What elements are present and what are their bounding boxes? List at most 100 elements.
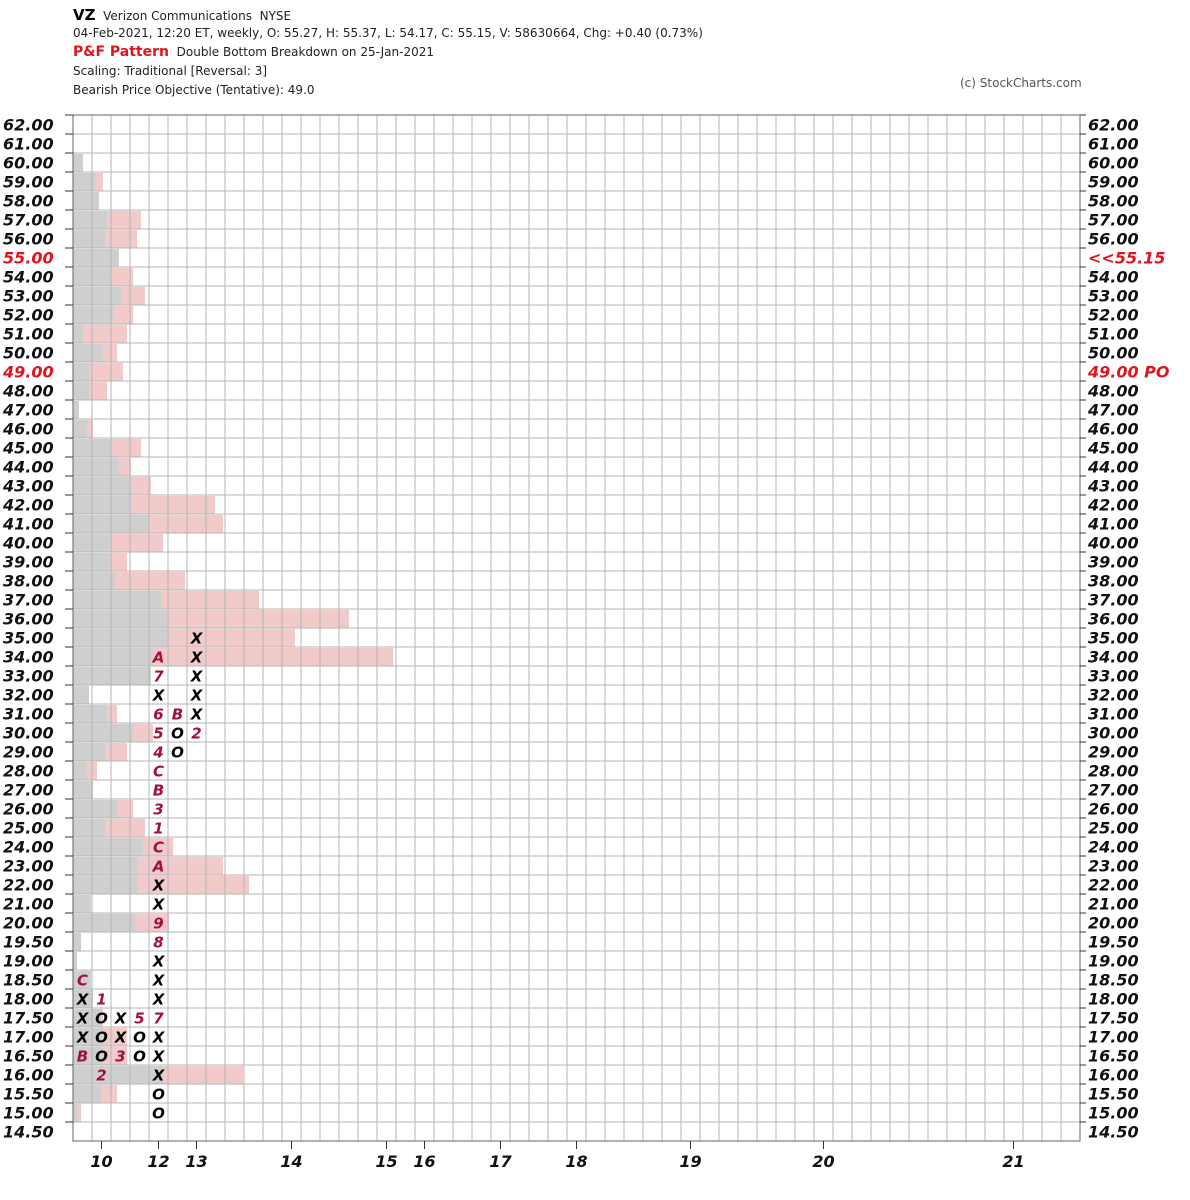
volume-bar-down	[73, 990, 93, 1008]
right-price-label: 29.00	[1088, 743, 1139, 762]
volume-bar-down	[73, 914, 135, 932]
pnf-month-mark: A	[152, 649, 165, 667]
pnf-x-mark: X	[152, 1067, 166, 1085]
volume-bar-down	[73, 325, 83, 343]
volume-bar-down	[73, 401, 79, 419]
volume-bar-down	[73, 534, 109, 552]
right-price-label: 52.00	[1088, 306, 1139, 325]
volume-bar-down	[73, 648, 153, 666]
right-price-label: 19.50	[1088, 933, 1139, 952]
volume-bar-down	[73, 287, 121, 305]
volume-bar-down	[73, 686, 89, 704]
left-price-label: 23.00	[3, 857, 54, 876]
right-price-label: 41.00	[1087, 515, 1139, 534]
pnf-x-mark: X	[190, 706, 204, 724]
right-price-label: 50.00	[1088, 344, 1139, 363]
volume-bar-down	[73, 306, 113, 324]
right-price-label: 60.00	[1088, 154, 1139, 173]
left-price-label: 21.00	[3, 895, 54, 914]
right-price-label: 57.00	[1088, 211, 1139, 230]
volume-bar-down	[73, 363, 89, 381]
right-price-label: 18.50	[1088, 971, 1139, 990]
volume-bar-down	[73, 192, 99, 210]
left-price-label: 55.00	[3, 249, 54, 268]
volume-bar-down	[73, 781, 93, 799]
x-tick-label: 19	[679, 1152, 701, 1171]
right-price-label: 43.00	[1087, 477, 1139, 496]
x-tick-label: 10	[90, 1152, 112, 1171]
right-price-label: 48.00	[1087, 382, 1139, 401]
volume-bar-down	[73, 420, 87, 438]
volume-bar-down	[73, 1028, 103, 1046]
pnf-month-mark: 3	[115, 1048, 125, 1066]
volume-bar-down	[73, 952, 77, 970]
left-price-label: 17.50	[3, 1009, 54, 1028]
pnf-x-mark: X	[114, 1010, 128, 1028]
volume-bar-down	[73, 173, 95, 191]
volume-bar-down	[73, 211, 107, 229]
left-price-label: 22.00	[3, 876, 54, 895]
volume-bar-down	[73, 458, 119, 476]
left-price-label: 58.00	[3, 192, 54, 211]
x-tick-label: 17	[489, 1152, 512, 1171]
pnf-o-mark: O	[95, 1048, 108, 1066]
volume-bar-down	[73, 344, 103, 362]
pnf-month-mark: 1	[96, 991, 106, 1009]
right-price-label: 40.00	[1087, 534, 1139, 553]
pnf-month-mark: 8	[153, 934, 163, 952]
right-price-label: 49.00 PO	[1087, 363, 1170, 382]
x-tick-label: 15	[375, 1152, 397, 1171]
right-price-label: 20.00	[1088, 914, 1139, 933]
volume-bar-down	[73, 705, 107, 723]
left-price-label: 49.00	[2, 363, 54, 382]
left-price-label: 32.00	[3, 686, 54, 705]
right-price-label: 23.00	[1088, 857, 1139, 876]
pnf-month-mark: A	[152, 858, 165, 876]
right-price-label: 21.00	[1088, 895, 1139, 914]
x-tick-label: 21	[1002, 1152, 1024, 1171]
right-price-label: 14.50	[1088, 1123, 1139, 1142]
left-price-label: 19.00	[3, 952, 54, 971]
pnf-month-mark: 7	[153, 668, 164, 686]
left-price-label: 60.00	[3, 154, 54, 173]
left-price-label: 20.00	[3, 914, 54, 933]
volume-bar-down	[73, 1047, 103, 1065]
right-price-label: 34.00	[1088, 648, 1139, 667]
left-price-label: 43.00	[2, 477, 54, 496]
volume-bar-down	[73, 1066, 163, 1084]
volume-bar-down	[73, 154, 83, 172]
pnf-o-mark: O	[133, 1029, 146, 1047]
x-tick-label: 18	[565, 1152, 587, 1171]
right-price-label: 35.00	[1088, 629, 1139, 648]
left-price-label: 56.00	[3, 230, 54, 249]
volume-bar-down	[73, 230, 105, 248]
right-price-label: 25.00	[1088, 819, 1139, 838]
volume-bar-down	[73, 895, 91, 913]
right-price-label: 15.00	[1088, 1104, 1139, 1123]
left-price-label: 46.00	[2, 420, 54, 439]
pnf-x-mark: X	[76, 1029, 90, 1047]
left-price-label: 57.00	[3, 211, 54, 230]
title-line: VZ Verizon Communications NYSE	[73, 6, 291, 24]
pnf-o-mark: O	[152, 1105, 165, 1123]
right-price-label: 15.50	[1088, 1085, 1139, 1104]
right-price-label: 26.00	[1088, 800, 1139, 819]
left-price-label: 30.00	[3, 724, 54, 743]
pnf-o-mark: O	[152, 1086, 165, 1104]
pnf-o-mark: O	[171, 744, 184, 762]
left-price-label: 16.50	[3, 1047, 54, 1066]
right-price-label: 54.00	[1088, 268, 1139, 287]
left-price-label: 48.00	[2, 382, 54, 401]
volume-bar-down	[73, 382, 89, 400]
pnf-x-mark: X	[190, 649, 204, 667]
left-price-label: 15.50	[3, 1085, 54, 1104]
pnf-month-mark: C	[153, 763, 164, 781]
pnf-month-mark: 1	[153, 820, 163, 838]
volume-bar-down	[73, 1085, 101, 1103]
left-price-label: 35.00	[3, 629, 54, 648]
pattern-text: Double Bottom Breakdown on 25-Jan-2021	[176, 45, 434, 59]
left-price-label: 34.00	[3, 648, 54, 667]
right-price-label: 42.00	[1087, 496, 1139, 515]
pnf-month-mark: C	[77, 972, 88, 990]
left-price-label: 51.00	[3, 325, 54, 344]
